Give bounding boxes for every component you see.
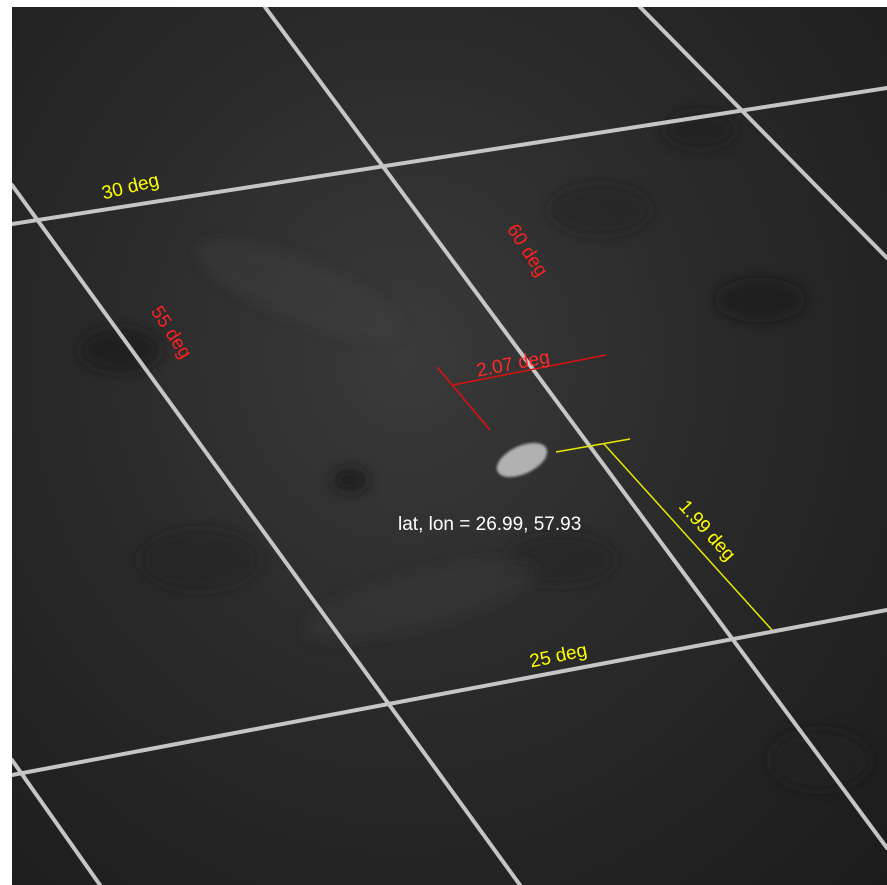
crater-shadow [140,530,260,590]
terrain-shading [80,112,870,790]
width-measure-tick [436,366,491,431]
bright-ridge [303,558,537,642]
bright-feature-blob [496,442,548,478]
longitude-line-50 [12,758,102,885]
height-measurement [555,438,773,631]
height-measure-tick [555,438,631,453]
crater-shadow [715,278,805,322]
crater-shadow [332,468,368,492]
feature-coordinate-readout: lat, lon = 26.99, 57.93 [398,514,582,535]
graticule [12,7,887,885]
latitude-line-25 [12,608,887,777]
longitude-line-65 [638,7,887,260]
lunar-surface-map[interactable]: 30 deg 25 deg 55 deg 60 deg 2.07 deg 1.9… [12,7,887,885]
longitude-line-55 [12,183,522,885]
width-measure-bar [452,354,607,386]
map-graphics [12,7,887,885]
height-measure-bar [603,443,773,631]
crater-shadow [550,185,650,235]
bright-ridge [197,240,403,340]
latitude-line-30 [12,86,887,226]
longitude-line-60 [263,7,887,850]
width-measurement [436,354,607,431]
